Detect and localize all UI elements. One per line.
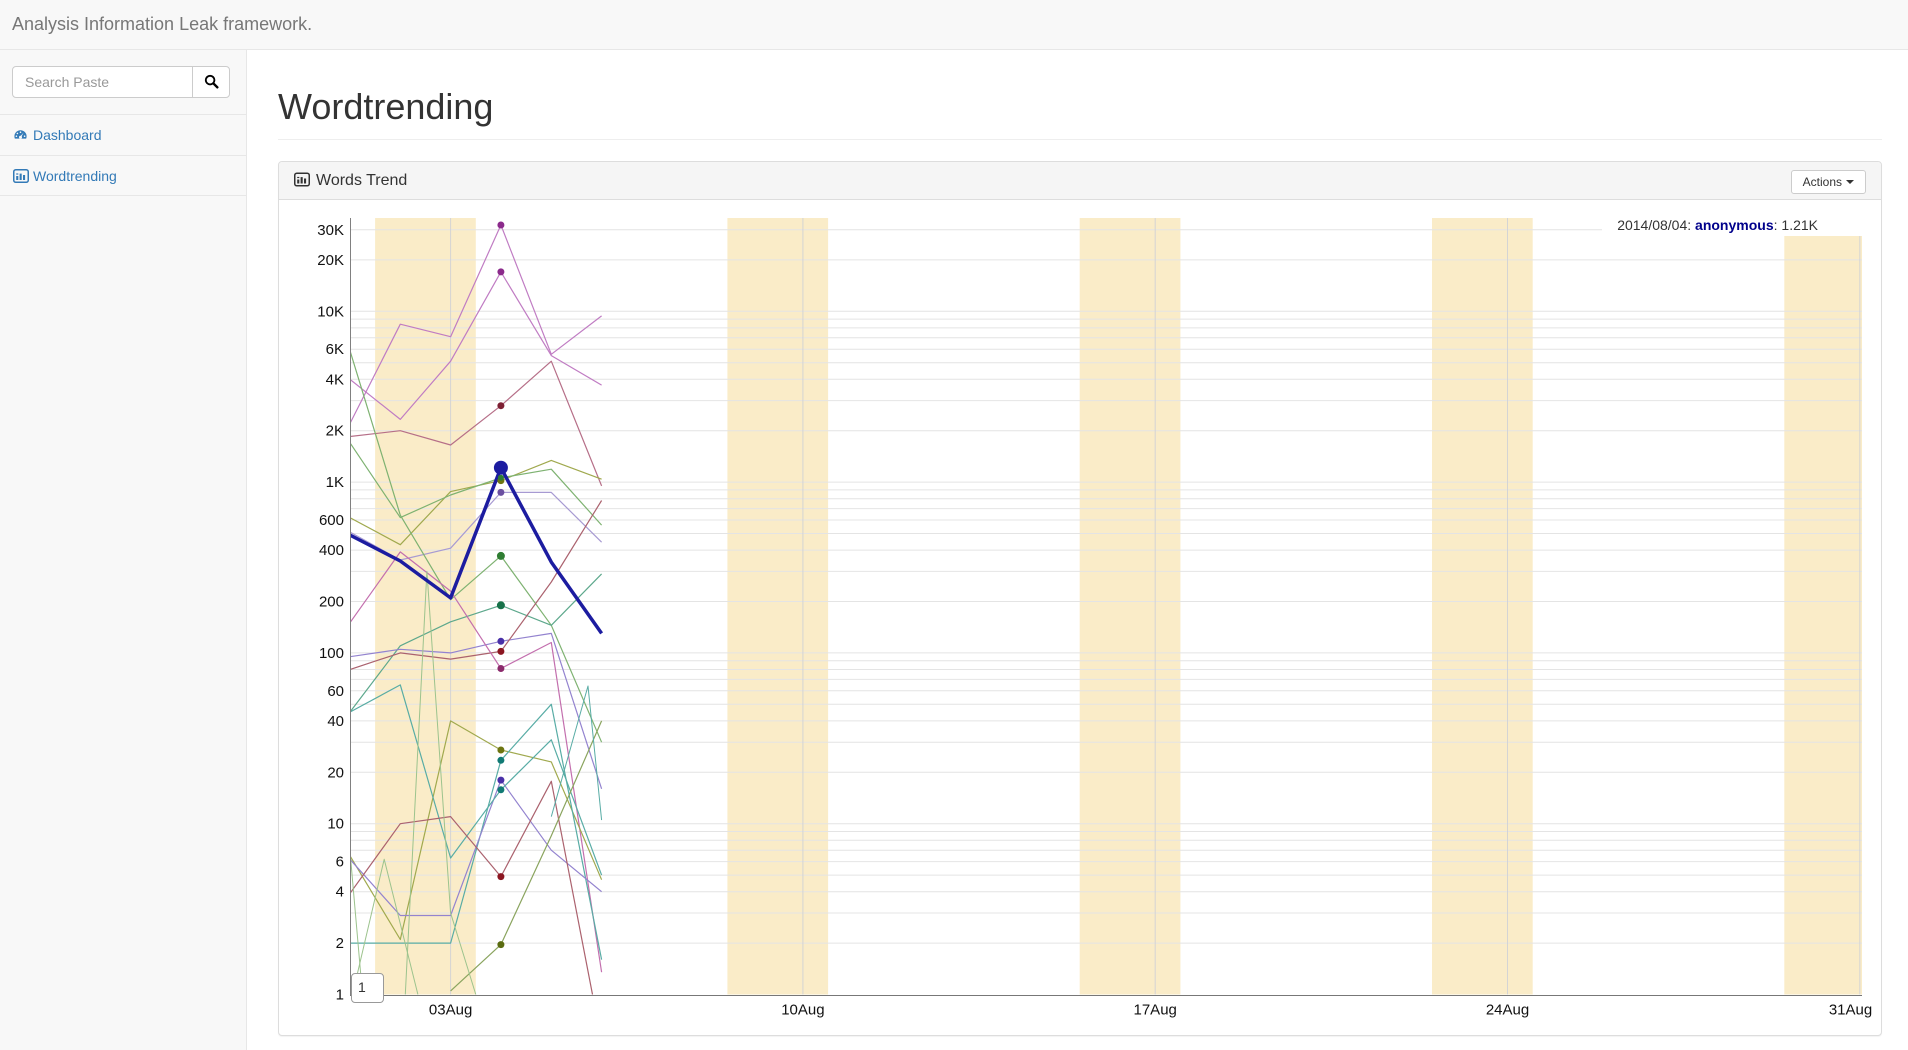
svg-text:1: 1 bbox=[336, 986, 344, 1003]
svg-text:2: 2 bbox=[336, 935, 344, 952]
svg-text:30K: 30K bbox=[317, 222, 344, 239]
svg-text:17Aug: 17Aug bbox=[1134, 1002, 1177, 1019]
svg-text:6: 6 bbox=[336, 854, 344, 871]
svg-text:24Aug: 24Aug bbox=[1486, 1002, 1529, 1019]
svg-text:20K: 20K bbox=[317, 252, 344, 269]
svg-text:40: 40 bbox=[327, 713, 344, 730]
svg-text:60: 60 bbox=[327, 683, 344, 700]
svg-text:20: 20 bbox=[327, 764, 344, 781]
svg-text:2K: 2K bbox=[326, 423, 344, 440]
svg-text:10Aug: 10Aug bbox=[781, 1002, 824, 1019]
svg-text:6K: 6K bbox=[326, 341, 344, 358]
svg-text:31Aug: 31Aug bbox=[1829, 1002, 1872, 1019]
svg-text:03Aug: 03Aug bbox=[429, 1002, 472, 1019]
svg-text:600: 600 bbox=[319, 512, 344, 529]
svg-text:4: 4 bbox=[336, 884, 344, 901]
svg-text:100: 100 bbox=[319, 645, 344, 662]
svg-text:10K: 10K bbox=[317, 303, 344, 320]
svg-text:400: 400 bbox=[319, 542, 344, 559]
svg-text:4K: 4K bbox=[326, 371, 344, 388]
svg-text:200: 200 bbox=[319, 593, 344, 610]
svg-text:1K: 1K bbox=[326, 474, 344, 491]
svg-text:10: 10 bbox=[327, 816, 344, 833]
